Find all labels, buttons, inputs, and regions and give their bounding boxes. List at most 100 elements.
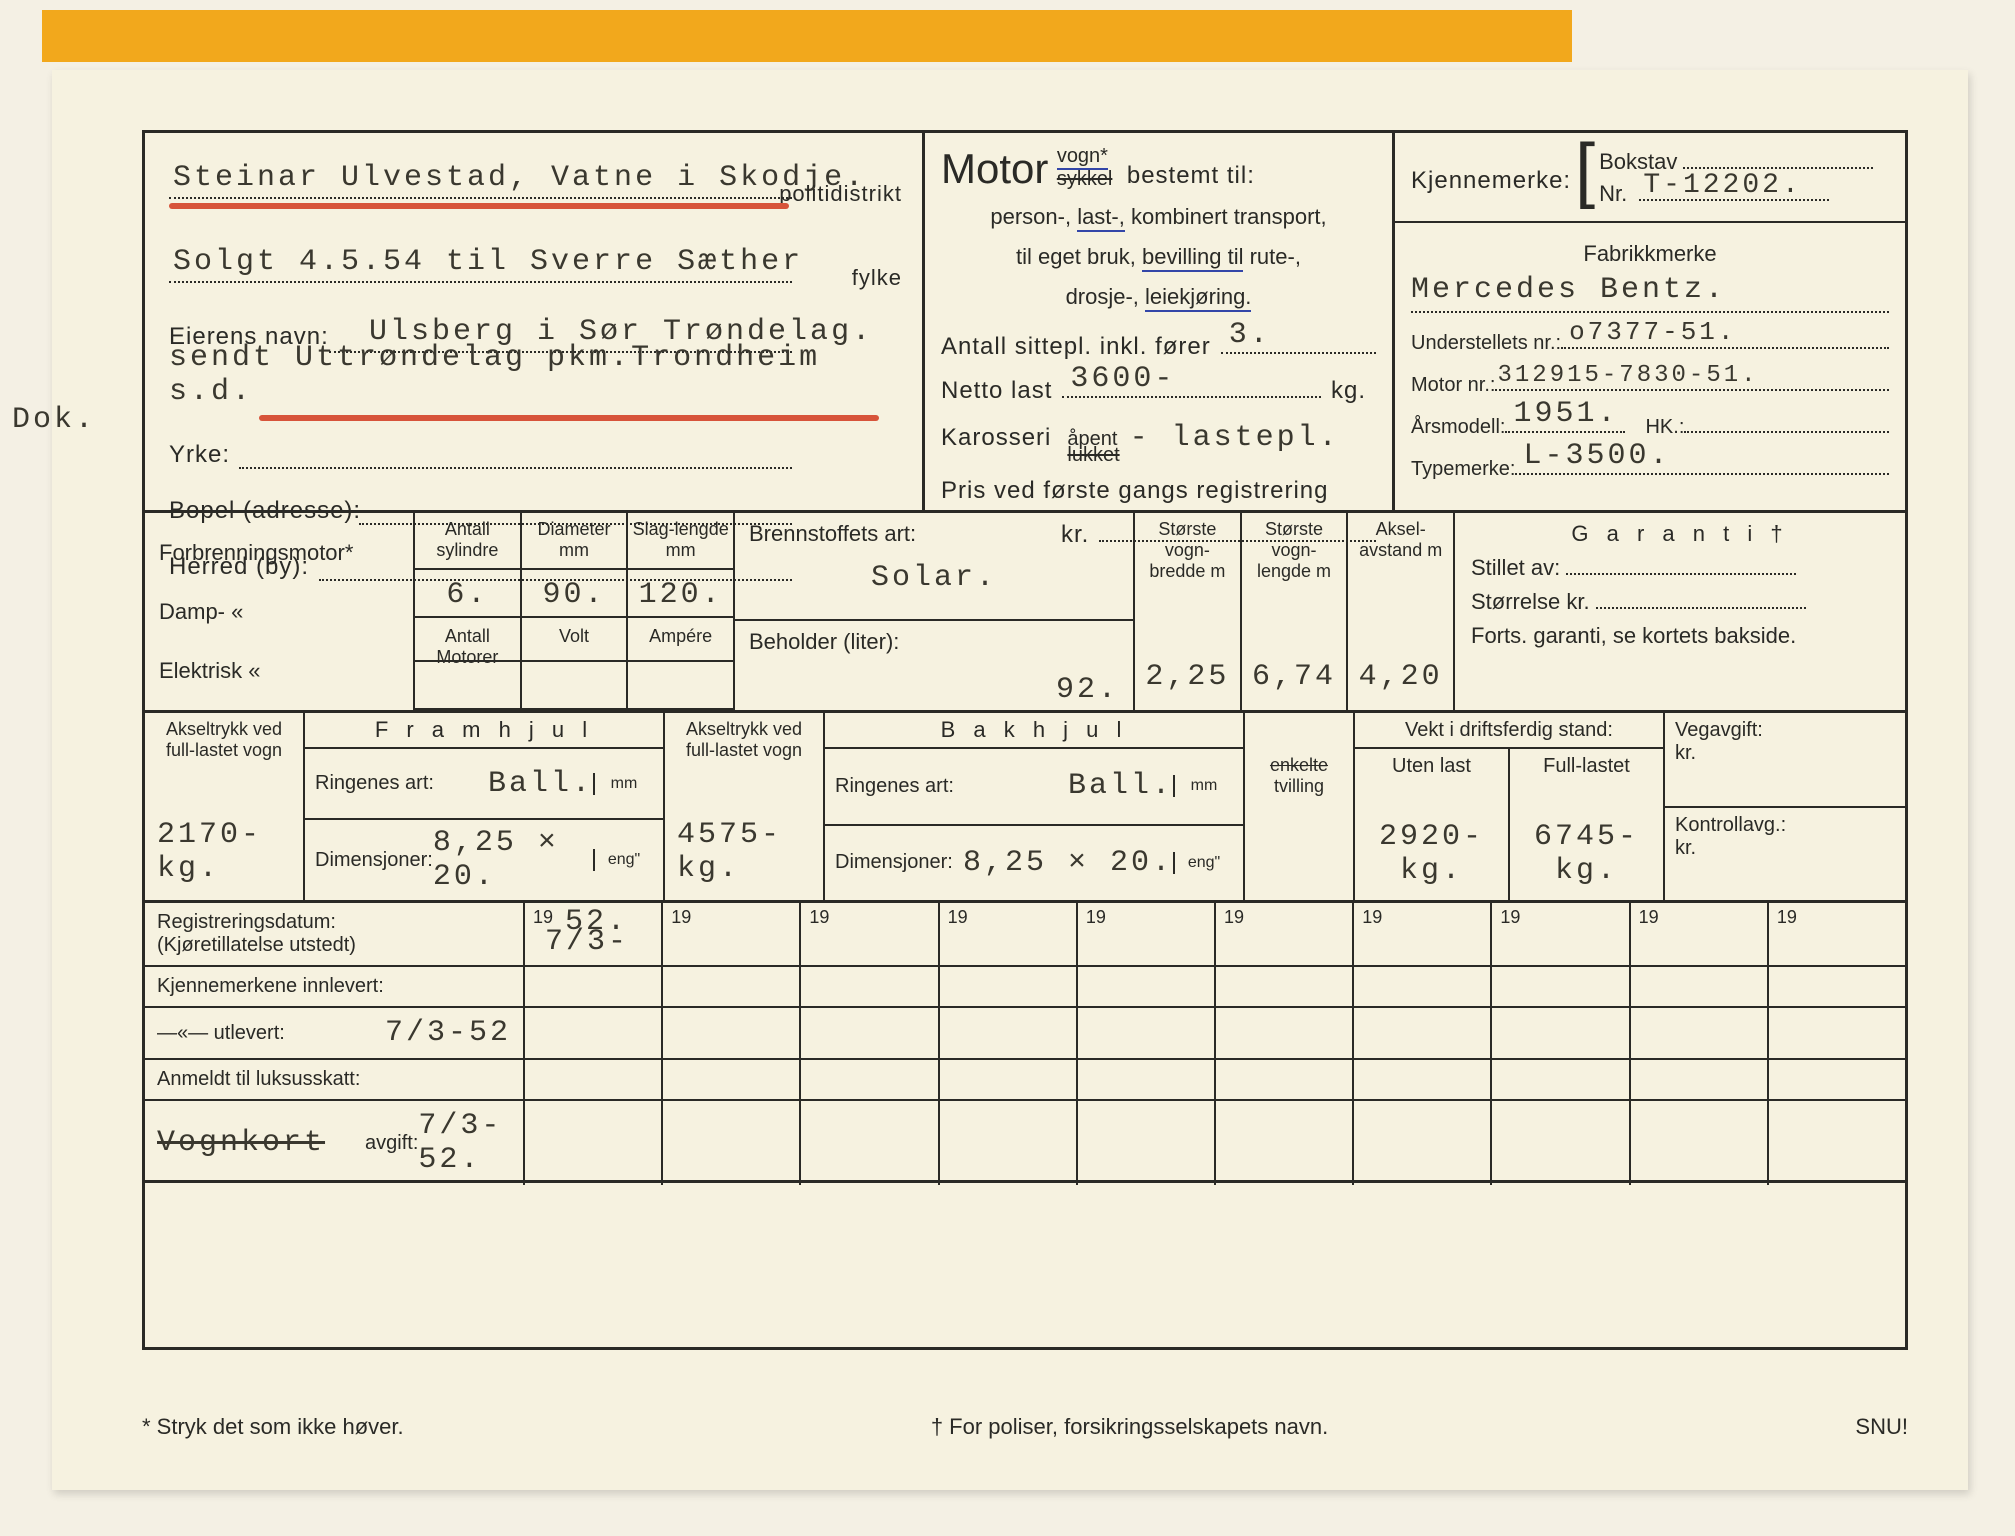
weight-title: Vekt i driftsferdig stand:	[1355, 713, 1663, 749]
under-label: Understellets nr.:	[1411, 332, 1561, 355]
t: (Kjøretillatelse utstedt)	[157, 934, 356, 956]
stillet-label: Stillet av:	[1471, 555, 1560, 580]
axle-label: Akseltrykk ved full-lastet vogn	[151, 719, 297, 761]
front-axle-val: 2170- kg.	[151, 818, 297, 894]
kr2: kr.	[1675, 837, 1696, 859]
yp: 19	[1639, 907, 1659, 928]
utlevert-row: —«— utlevert:7/3-52	[145, 1008, 1905, 1060]
dates-section: Registreringsdatum:(Kjøretillatelse utst…	[145, 903, 1905, 1183]
vognkort-val: 7/3-52.	[418, 1109, 511, 1177]
yp: 19	[948, 907, 968, 928]
yp: 19	[1086, 907, 1106, 928]
rear-title: B a k h j u l	[825, 713, 1243, 749]
yp: 19	[809, 907, 829, 928]
t: Registreringsdatum:	[157, 911, 336, 933]
eng: eng"	[1188, 854, 1220, 871]
rear-axle: Akseltrykk ved full-lastet vogn 4575- kg…	[665, 713, 825, 900]
footnote-mid: † For poliser, forsikringsselskapets nav…	[931, 1414, 1328, 1440]
motorn-label: Motor nr.:	[1411, 374, 1495, 397]
damp-label: Damp- «	[159, 599, 399, 625]
h2-mot: Antall Motorer	[415, 618, 522, 662]
motor-sub-top: vogn*	[1057, 145, 1108, 170]
red-underline-1	[169, 203, 789, 209]
full-label: Full-lastet	[1516, 755, 1657, 778]
garanti-column: G a r a n t i † Stillet av: Størrelse kr…	[1455, 513, 1905, 710]
form-frame: Steinar Ulvestad, Vatne i Skodje. politi…	[142, 130, 1908, 1350]
footer: * Stryk det som ikke høver. † For polise…	[142, 1414, 1908, 1440]
netto-val: 3600-	[1070, 362, 1175, 396]
front-ring: F r a m h j u l Ringenes art: Ball. mm D…	[305, 713, 665, 900]
type-label: Typemerke:	[1411, 458, 1515, 481]
motorn-val: 312915-7830-51.	[1497, 362, 1758, 389]
bopel-line: Bopel (adresse):	[169, 491, 902, 531]
ring-label-r: Ringenes art:	[835, 775, 954, 798]
fabrikkmerke-section: Fabrikkmerke Mercedes Bentz. Understelle…	[1395, 221, 1905, 481]
motor-title: Motor	[941, 145, 1048, 192]
reg-val: 7/3-	[545, 925, 629, 959]
reg-label: Registreringsdatum:(Kjøretillatelse utst…	[145, 903, 525, 965]
registration-card: Dok. Steinar Ulvestad, Vatne i Skodje. p…	[52, 70, 1968, 1490]
type-val: L-3500.	[1523, 439, 1670, 473]
red-underline-2	[259, 415, 879, 421]
beh-val: 92.	[749, 673, 1119, 707]
herred-line: Herred (by):	[169, 547, 902, 587]
fuel-column: Brennstoffets art: Solar. Beholder (lite…	[735, 513, 1135, 710]
aar-val: 1951.	[1513, 397, 1618, 431]
karosseri-row: Karosseri åpent lukket - lastepl.	[941, 421, 1376, 463]
inn-label: Kjennemerkene innlevert:	[145, 967, 525, 1006]
wheels-section: Akseltrykk ved full-lastet vogn 2170- kg…	[145, 713, 1905, 903]
page: Dok. Steinar Ulvestad, Vatne i Skodje. p…	[0, 0, 2015, 1536]
netto-label: Netto last	[941, 377, 1052, 405]
kjm-inner: Bokstav Nr. T-12202.	[1599, 143, 1873, 207]
h2-volt: Volt	[522, 618, 629, 662]
ring-label-f: Ringenes art:	[315, 772, 434, 795]
yrke-line: Yrke:	[169, 435, 902, 475]
orange-tab	[42, 10, 1572, 62]
storrelse-label: Størrelse kr.	[1471, 589, 1590, 614]
dim-rear: 8,25 × 20.	[963, 846, 1173, 880]
axle-label-r: Akseltrykk ved full-lastet vogn	[671, 719, 817, 761]
herred-label: Herred (by):	[169, 553, 309, 581]
politidistrikt-label: politidistrikt	[779, 181, 902, 207]
t: til eget bruk,	[1016, 244, 1142, 269]
netto-unit: kg.	[1331, 377, 1366, 405]
bestemt-label: bestemt til:	[1127, 162, 1255, 189]
bredde-val: 2,25	[1139, 660, 1236, 704]
kaross-val: - lastepl.	[1130, 421, 1340, 455]
sendt-text: sendt Uttrøndelag pkm.Trondheim s.d.	[169, 341, 902, 409]
motor-sub-strike: sykkel	[1057, 168, 1113, 190]
bracket-icon: [	[1575, 143, 1595, 197]
tvilling-column: enkelte tvilling	[1245, 713, 1355, 900]
motor-heading: Motor vogn* sykkel bestemt til:	[941, 145, 1376, 193]
engine-section: Forbrenningsmotor* Damp- « Elektrisk « A…	[145, 513, 1905, 713]
ring-rear: Ball.	[1068, 769, 1173, 803]
footnote-left: * Stryk det som ikke høver.	[142, 1414, 404, 1440]
innlevert-row: Kjennemerkene innlevert:	[145, 967, 1905, 1008]
yp: 19	[1362, 907, 1382, 928]
owner-name: Steinar Ulvestad, Vatne i Skodje.	[173, 161, 866, 195]
front-axle: Akseltrykk ved full-lastet vogn 2170- kg…	[145, 713, 305, 900]
dim-front: 8,25 × 20.	[433, 826, 593, 894]
nr-val: T-12202.	[1643, 170, 1801, 201]
avgift-label: avgift:	[365, 1132, 418, 1155]
sendt-line: sendt Uttrøndelag pkm.Trondheim s.d.	[169, 375, 902, 419]
aar-label: Årsmodell:	[1411, 416, 1505, 439]
mm: mm	[1191, 777, 1218, 794]
hk-label: HK.:	[1645, 416, 1684, 439]
kjm-label: Kjennemerke:	[1411, 167, 1571, 195]
kjennemerke-box: Kjennemerke: [ Bokstav Nr. T-12202.	[1411, 143, 1889, 207]
garanti-title: G a r a n t i †	[1471, 521, 1889, 547]
owner-column: Steinar Ulvestad, Vatne i Skodje. politi…	[145, 133, 925, 510]
yp: 19	[1777, 907, 1797, 928]
vognkort-label: Vognkort	[157, 1126, 325, 1160]
rear-axle-val: 4575- kg.	[671, 818, 817, 894]
yrke-label: Yrke:	[169, 441, 230, 469]
kr1: kr.	[1675, 742, 1696, 764]
uten-val: 2920- kg.	[1361, 820, 1502, 894]
aksel-val: 4,20	[1352, 660, 1449, 704]
kaross-label: Karosseri	[941, 424, 1051, 452]
motor-purpose: person-, last-, kombinert transport, til…	[941, 197, 1376, 317]
dim-label-r: Dimensjoner:	[835, 851, 953, 874]
h2-amp: Ampére	[628, 618, 733, 662]
fabr-val: Mercedes Bentz.	[1411, 273, 1889, 313]
